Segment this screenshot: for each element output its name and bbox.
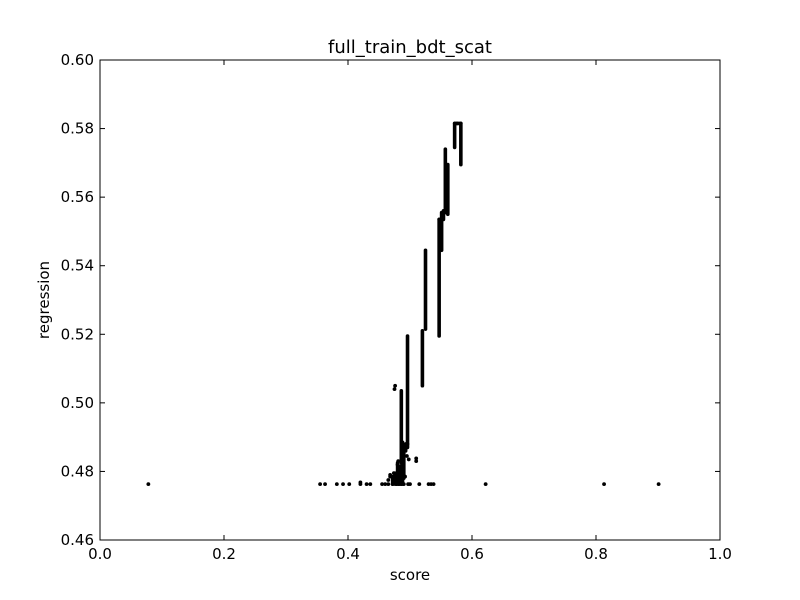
- x-tick-label-3: 0.6: [460, 545, 484, 563]
- x-tick-label-5: 1.0: [708, 545, 732, 563]
- data-point-22: [395, 462, 400, 467]
- data-point-18: [392, 387, 397, 392]
- x-tick-label-4: 0.8: [584, 545, 608, 563]
- data-point-28: [401, 482, 406, 487]
- data-point-10: [380, 482, 384, 487]
- data-point-36: [417, 482, 422, 487]
- data-point-29: [403, 474, 407, 479]
- data-point-34: [414, 459, 419, 464]
- data-point-4: [341, 482, 345, 487]
- data-point-30: [405, 454, 409, 458]
- data-point-25: [398, 466, 402, 470]
- y-tick-label-5: 0.56: [61, 188, 94, 206]
- x-axis-label: score: [390, 566, 430, 584]
- data-point-20: [393, 472, 398, 477]
- y-tick-label-3: 0.52: [61, 325, 94, 343]
- data-point-27: [400, 474, 404, 479]
- data-point-2: [323, 482, 327, 487]
- data-point-9: [368, 482, 373, 487]
- data-point-15: [388, 472, 393, 477]
- data-point-3: [334, 482, 339, 487]
- data-point-33: [408, 482, 412, 487]
- axis-ticks: 0.0 0.2 0.4 0.6 0.8 1.0 0.46 0.48 0.50 0.52 0.54 0.…: [61, 51, 732, 563]
- plot-area: [146, 121, 661, 487]
- data-point-1: [318, 482, 322, 487]
- y-tick-label-2: 0.50: [61, 394, 94, 412]
- data-point-40: [483, 482, 488, 487]
- data-point-32: [406, 457, 411, 462]
- plot-frame: [99, 59, 721, 541]
- y-tick-label-6: 0.58: [61, 120, 94, 138]
- data-point-0: [146, 482, 151, 487]
- y-axis-label: regression: [35, 261, 53, 339]
- y-tick-label-4: 0.54: [61, 257, 94, 275]
- data-point-11: [383, 482, 388, 487]
- data-point-35: [414, 456, 419, 461]
- x-tick-label-2: 0.4: [336, 545, 360, 563]
- data-point-39: [431, 482, 436, 487]
- data-point-8: [364, 482, 369, 487]
- data-point-23: [396, 459, 401, 464]
- data-point-19: [393, 383, 398, 388]
- y-tick-label-7: 0.60: [61, 51, 94, 69]
- y-tick-label-1: 0.48: [61, 462, 94, 480]
- data-point-7: [358, 480, 363, 485]
- y-tick-label-0: 0.46: [61, 531, 94, 549]
- data-point-5: [347, 482, 352, 487]
- data-point-13: [386, 478, 391, 482]
- data-point-42: [656, 482, 661, 487]
- x-tick-label-0: 0.0: [88, 545, 112, 563]
- x-tick-label-1: 0.2: [212, 545, 236, 563]
- chart-title: full_train_bdt_scat: [328, 37, 492, 58]
- data-point-41: [602, 482, 606, 487]
- data-point-12: [386, 482, 391, 487]
- data-point-16: [390, 482, 395, 487]
